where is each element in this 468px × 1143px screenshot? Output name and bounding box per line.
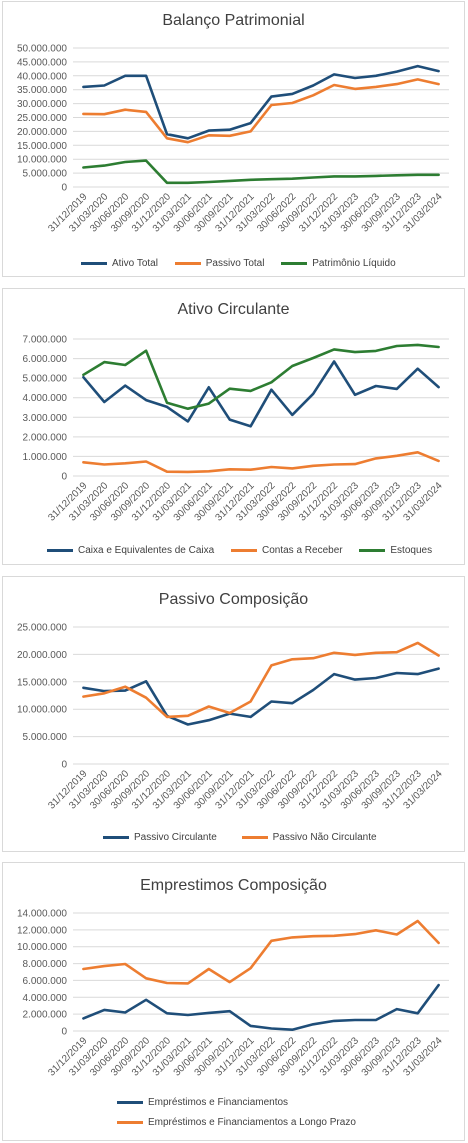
- chart-panel-balanco: Balanço Patrimonial 0 5.000.000 10.000.000…: [2, 1, 465, 277]
- legend-swatch: [174, 262, 201, 265]
- series-line: [82, 983, 440, 1031]
- series-line: [82, 667, 440, 726]
- legend-swatch: [230, 549, 257, 552]
- y-tick-label: 2.000.000: [23, 1010, 68, 1021]
- y-tick-label: 5.000.000: [23, 169, 68, 180]
- legend-label: Ativo Total: [112, 258, 158, 269]
- chart-svg: 0 1.000.000 2.000.000 3.000.000 4.000.000 5.0…: [23, 335, 449, 524]
- y-tick-label: 6.000.000: [23, 354, 68, 365]
- chart-title: Emprestimos Composição: [140, 877, 327, 894]
- y-tick-label: 10.000.000: [17, 155, 67, 166]
- legend-item: Empréstimos e Financiamentos: [117, 1097, 356, 1108]
- legend-item: Passivo Circulante: [103, 832, 217, 843]
- chart-panel-ativo-circulante: Ativo Circulante 0 1.000.000 2.000.000 3.00…: [2, 288, 465, 565]
- legend-swatch: [81, 262, 107, 265]
- y-tick-label: 0: [61, 183, 67, 194]
- y-tick-label: 45.000.000: [17, 57, 67, 68]
- y-tick-label: 14.000.000: [17, 909, 67, 920]
- series-line: [82, 919, 440, 985]
- legend-label: Passivo Circulante: [134, 832, 217, 843]
- y-tick-label: 15.000.000: [17, 141, 67, 152]
- y-tick-label: 5.000.000: [23, 374, 68, 385]
- legend-label: Contas a Receber: [261, 545, 343, 556]
- y-tick-label: 12.000.000: [17, 925, 67, 936]
- y-tick-label: 6.000.000: [23, 976, 68, 987]
- chart-title: Balanço Patrimonial: [162, 12, 305, 29]
- legend-item: Passivo Não Circulante: [241, 832, 377, 843]
- y-tick-label: 25.000.000: [17, 113, 67, 124]
- y-tick-label: 8.000.000: [23, 959, 68, 970]
- chart-panel-passivo-composicao: Passivo Composição 0 5.000.000 10.000.000 1…: [2, 576, 465, 852]
- legend-item: Ativo Total: [81, 258, 158, 269]
- legend-swatch: [241, 836, 268, 839]
- y-tick-label: 10.000.000: [17, 942, 67, 953]
- legend-swatch: [281, 262, 308, 265]
- y-tick-label: 20.000.000: [17, 127, 67, 138]
- y-tick-label: 20.000.000: [17, 650, 67, 661]
- chart-title: Ativo Circulante: [177, 301, 290, 318]
- chart-svg: 0 2.000.000 4.000.000 6.000.000 8.000.000 10.…: [17, 909, 449, 1079]
- legend-label: Caixa e Equivalentes de Caixa: [78, 545, 215, 556]
- series-line: [82, 78, 440, 144]
- legend-label: Empréstimos e Financiamentos: [148, 1097, 289, 1108]
- legend-item: Estoques: [359, 545, 432, 556]
- y-tick-label: 3.000.000: [23, 413, 68, 424]
- y-tick-label: 40.000.000: [17, 71, 67, 82]
- y-tick-label: 4.000.000: [23, 393, 68, 404]
- y-tick-label: 50.000.000: [17, 44, 67, 55]
- legend-label: Passivo Não Circulante: [272, 832, 377, 843]
- chart-title: Passivo Composição: [158, 591, 309, 608]
- legend-swatch: [117, 1101, 143, 1104]
- chart-legend: Passivo Circulante Passivo Não Circulant…: [103, 831, 391, 843]
- y-tick-label: 15.000.000: [17, 677, 67, 688]
- chart-legend: Empréstimos e Financiamentos Empréstimos…: [117, 1097, 356, 1137]
- y-tick-label: 30.000.000: [17, 99, 67, 110]
- y-tick-label: 4.000.000: [23, 993, 68, 1004]
- y-tick-label: 1.000.000: [23, 452, 68, 463]
- chart-legend: Ativo Total Passivo Total Patrimônio Líq…: [81, 257, 410, 269]
- series-line: [82, 360, 440, 428]
- series-line: [82, 343, 440, 410]
- legend-label: Passivo Total: [205, 258, 265, 269]
- legend-swatch: [103, 836, 129, 839]
- series-line: [82, 64, 440, 140]
- legend-item: Passivo Total: [174, 258, 265, 269]
- chart-svg: 0 5.000.000 10.000.000 15.000.000 20.000.000…: [17, 623, 449, 812]
- legend-label: Patrimônio Líquido: [312, 258, 396, 269]
- chart-panel-emprestimos-composicao: Emprestimos Composição 0 2.000.000 4.000.0…: [2, 862, 465, 1141]
- legend-swatch: [47, 549, 73, 552]
- series-line: [82, 641, 440, 719]
- y-tick-label: 7.000.000: [23, 335, 68, 346]
- series-line: [82, 451, 440, 474]
- legend-item: Empréstimos e Financiamentos a Longo Pra…: [117, 1117, 356, 1128]
- legend-item: Caixa e Equivalentes de Caixa: [47, 545, 214, 556]
- y-tick-label: 0: [61, 472, 67, 483]
- series-line: [82, 159, 440, 185]
- legend-swatch: [117, 1121, 143, 1124]
- legend-label: Estoques: [390, 545, 433, 556]
- y-tick-label: 5.000.000: [23, 732, 68, 743]
- y-tick-label: 0: [61, 1027, 67, 1038]
- y-tick-label: 35.000.000: [17, 85, 67, 96]
- y-tick-label: 2.000.000: [23, 432, 68, 443]
- y-tick-label: 25.000.000: [17, 623, 67, 634]
- y-tick-label: 10.000.000: [17, 705, 67, 716]
- chart-svg: 0 5.000.000 10.000.000 15.000.000 20.000.000…: [17, 44, 449, 235]
- legend-label: Empréstimos e Financiamentos a Longo Pra…: [148, 1117, 356, 1128]
- legend-item: Patrimônio Líquido: [281, 258, 396, 269]
- y-tick-label: 0: [61, 760, 67, 771]
- legend-item: Contas a Receber: [230, 545, 343, 556]
- chart-legend: Caixa e Equivalentes de Caixa Contas a R…: [47, 544, 446, 556]
- legend-swatch: [359, 549, 386, 552]
